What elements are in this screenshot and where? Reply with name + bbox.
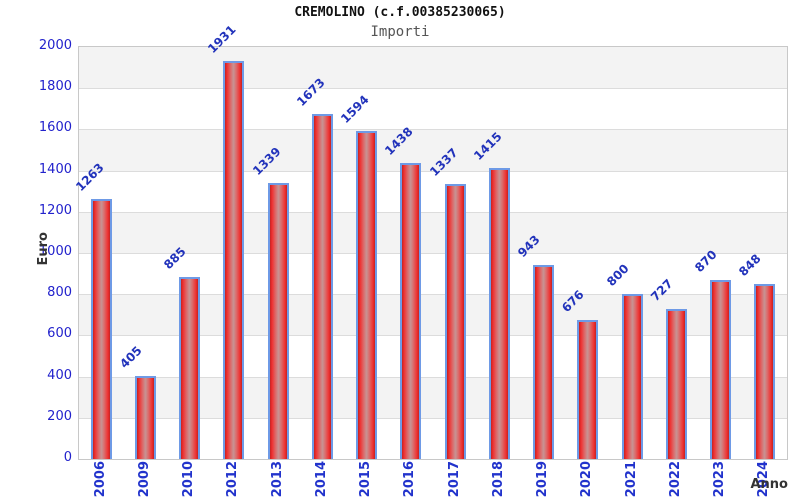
x-tick-slot: 2016 (388, 461, 432, 499)
bar-2012[interactable] (223, 61, 245, 459)
x-tick-label: 2023 (712, 461, 728, 498)
x-tick-slot: 2015 (344, 461, 388, 499)
x-tick-slot: 2021 (609, 461, 653, 499)
y-tick-label: 2000 (38, 38, 72, 53)
x-tick-slot: 2017 (432, 461, 476, 499)
gridline (79, 88, 787, 90)
x-tick-label: 2006 (92, 461, 108, 498)
y-tick-label: 1000 (38, 244, 72, 259)
y-tick-label: 1200 (38, 202, 72, 218)
plot-area: 1263 405 885 1931 1339 1673 1594 1438 1337 1415 94… (73, 23, 788, 460)
chart-title: CREMOLINO (c.f.00385230065) (294, 5, 506, 20)
chart-subtitle: Importi (370, 24, 430, 40)
x-tick-label: 2020 (579, 461, 595, 498)
x-tick-label: 2012 (225, 461, 241, 498)
x-tick-label: 2014 (313, 461, 329, 498)
plot-band (79, 129, 787, 171)
x-tick-label: 2016 (402, 461, 418, 498)
bar-2013[interactable] (267, 183, 289, 459)
x-tick-slot: 2009 (122, 461, 166, 499)
bar-2019[interactable] (533, 264, 555, 459)
bar-2015[interactable] (356, 130, 378, 459)
x-tick-slot: 2019 (521, 461, 565, 499)
x-tick-label: 2009 (136, 461, 152, 498)
y-tick-label: 800 (47, 285, 72, 301)
bar-2020[interactable] (577, 319, 599, 459)
plot-band (79, 47, 787, 89)
gridline (79, 417, 787, 419)
x-tick-label: 2019 (535, 461, 551, 498)
bar-2017[interactable] (444, 183, 466, 459)
bar-2006[interactable] (90, 198, 112, 459)
x-tick-label: 2010 (181, 461, 197, 498)
x-tick-slot: 2020 (565, 461, 609, 499)
x-axis: 2006 2009 2010 2012 2013 2014 2015 2016 2017 2018… (78, 461, 786, 499)
x-tick-slot: 2023 (698, 461, 742, 499)
x-tick-slot: 2006 (78, 461, 122, 499)
gridline (79, 253, 787, 254)
bar-2009[interactable] (134, 375, 156, 459)
bar-2022[interactable] (665, 309, 687, 459)
y-tick-label: 1800 (38, 79, 72, 95)
gridline (79, 335, 787, 337)
bar-2023[interactable] (710, 279, 732, 459)
bar-2014[interactable] (311, 114, 333, 459)
y-tick-label: 1600 (38, 120, 72, 136)
bar-2024[interactable] (754, 284, 776, 459)
x-tick-slot: 2010 (167, 461, 211, 499)
plot-band (79, 211, 787, 253)
gridline (79, 294, 787, 296)
bar-2016[interactable] (400, 162, 422, 459)
plot-band (79, 170, 787, 212)
x-tick-slot: 2012 (211, 461, 255, 499)
x-tick-label: 2017 (446, 461, 462, 498)
x-tick-slot: 2014 (299, 461, 343, 499)
gridline (79, 376, 787, 378)
plot-band (79, 88, 787, 130)
x-tick-label: 2018 (490, 461, 506, 498)
bar-2018[interactable] (488, 167, 510, 459)
y-tick-label: 600 (47, 326, 72, 342)
x-tick-slot: 2022 (653, 461, 697, 499)
y-tick-label: 400 (47, 367, 72, 383)
bar-2021[interactable] (621, 294, 643, 459)
x-tick-label: 2015 (358, 461, 374, 498)
x-tick-slot: 2013 (255, 461, 299, 499)
y-tick-label: 1400 (38, 161, 72, 177)
x-tick-slot: 2018 (476, 461, 520, 499)
x-tick-label: 2021 (623, 461, 639, 498)
x-tick-label: 2022 (667, 461, 683, 498)
bar-2010[interactable] (179, 276, 201, 459)
y-tick-label: 0 (63, 450, 72, 465)
x-axis-title: Anno (750, 477, 788, 492)
y-tick-label: 200 (47, 408, 72, 424)
gridline (79, 211, 787, 213)
y-axis: 0 200 400 600 800 1000 1200 1400 1600 1800 2000 (0, 38, 72, 465)
y-axis-title: Euro (36, 232, 51, 266)
gridline (79, 129, 787, 131)
gridline (79, 170, 787, 172)
x-tick-label: 2013 (269, 461, 285, 498)
